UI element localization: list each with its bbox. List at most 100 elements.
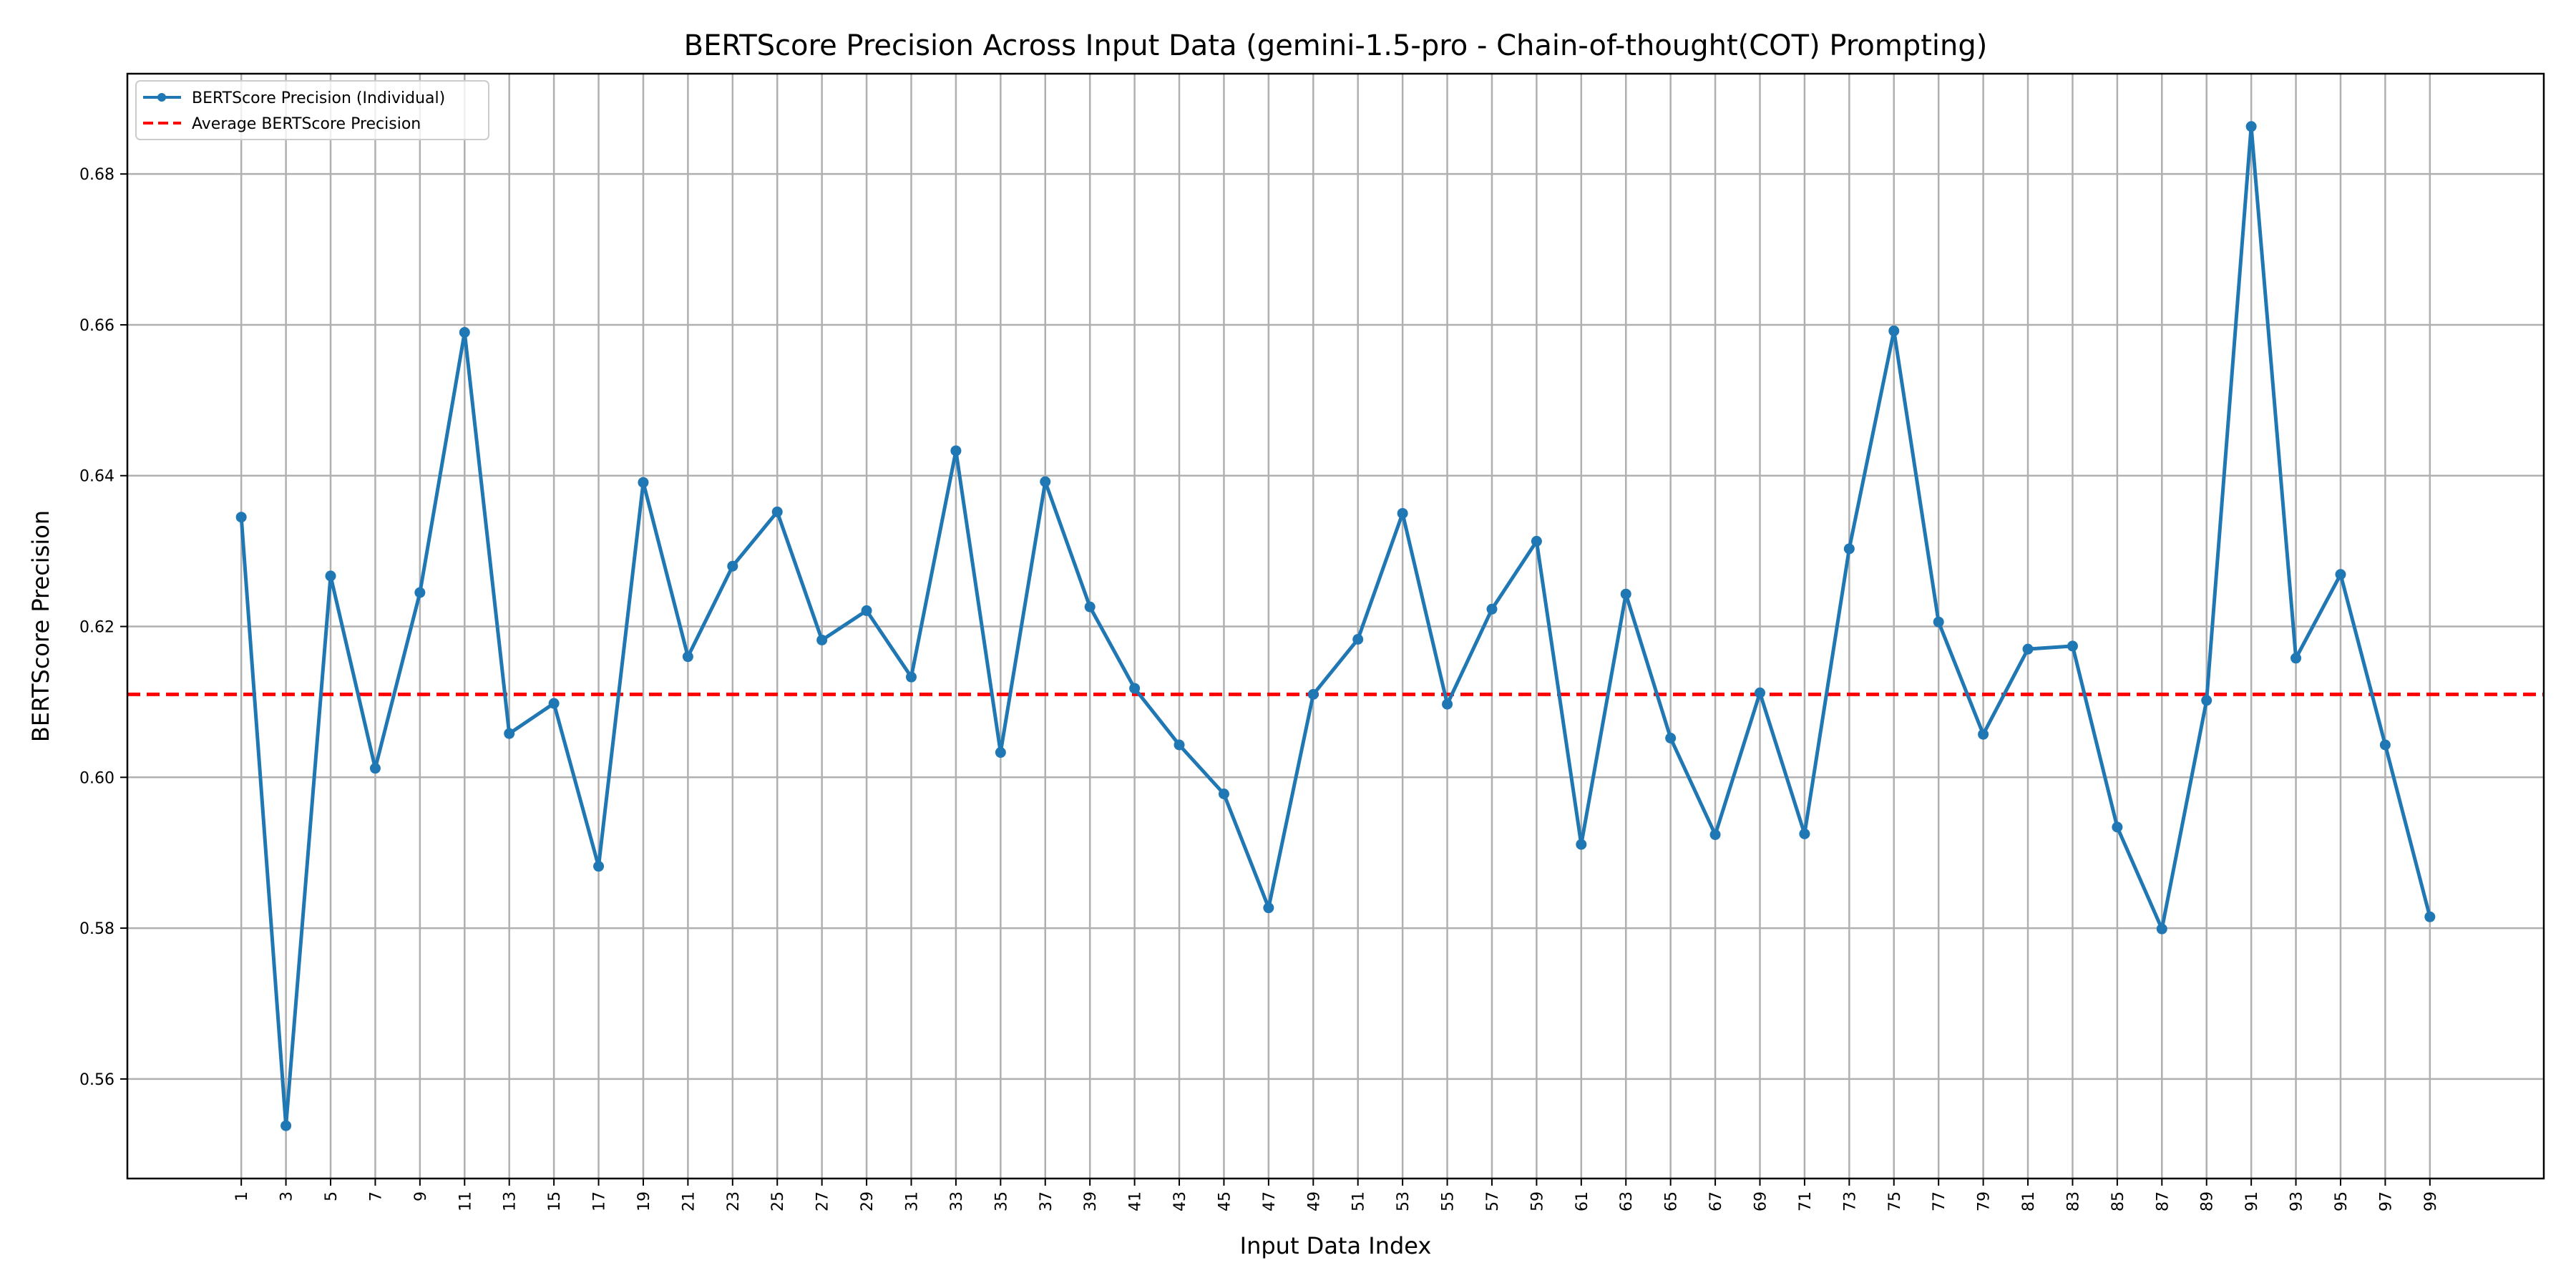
- x-tick-label: 99: [2422, 1191, 2440, 1211]
- data-point: [1978, 728, 1989, 740]
- x-tick-label: 51: [1350, 1191, 1368, 1211]
- data-point: [1442, 698, 1453, 710]
- data-point: [1620, 588, 1631, 600]
- legend-label-individual: BERTScore Precision (Individual): [192, 89, 445, 107]
- x-tick-label: 11: [457, 1191, 474, 1211]
- x-tick-label: 91: [2243, 1191, 2261, 1211]
- x-tick-label: 43: [1171, 1191, 1189, 1211]
- data-point: [905, 671, 917, 683]
- data-point: [1129, 683, 1141, 694]
- x-tick-label: 57: [1484, 1191, 1502, 1211]
- x-tick-label: 31: [903, 1191, 921, 1211]
- series-layer: [235, 121, 2436, 1131]
- x-tick-label: 97: [2377, 1191, 2395, 1211]
- data-point: [1397, 507, 1408, 519]
- x-tick-label: 69: [1752, 1191, 1770, 1211]
- y-tick-label: 0.58: [79, 920, 114, 938]
- y-tick-label: 0.68: [79, 166, 114, 184]
- data-point: [414, 587, 426, 598]
- data-point: [1084, 601, 1096, 613]
- data-point: [1888, 325, 1900, 336]
- data-point: [280, 1120, 292, 1131]
- data-point: [950, 445, 962, 457]
- data-point: [727, 560, 738, 572]
- data-point: [2201, 695, 2212, 706]
- data-point: [1531, 535, 1542, 547]
- data-point: [325, 570, 336, 582]
- x-tick-label: 1: [233, 1191, 251, 1201]
- x-tick-label: 49: [1305, 1191, 1323, 1211]
- x-tick-label: 81: [2020, 1191, 2038, 1211]
- x-tick-label: 47: [1261, 1191, 1279, 1211]
- data-point: [1933, 616, 1944, 628]
- x-tick-label: 79: [1976, 1191, 1994, 1211]
- data-point: [638, 477, 649, 488]
- data-point: [1352, 633, 1364, 645]
- y-tick-label: 0.64: [79, 468, 114, 486]
- x-tick-label: 87: [2154, 1191, 2172, 1211]
- data-point: [235, 512, 247, 523]
- grid-lines: [127, 74, 2544, 1179]
- series-line: [239, 125, 2432, 1128]
- x-tick-label: 7: [367, 1191, 385, 1201]
- x-tick-label: 55: [1440, 1191, 1458, 1211]
- x-tick-label: 39: [1082, 1191, 1100, 1211]
- data-point: [2245, 121, 2257, 132]
- data-point: [682, 651, 693, 663]
- x-tick-label: 95: [2333, 1191, 2351, 1211]
- x-tick-label: 61: [1574, 1191, 1591, 1211]
- x-tick-label: 21: [680, 1191, 698, 1211]
- x-tick-label: 67: [1707, 1191, 1725, 1211]
- data-point: [2335, 569, 2346, 580]
- x-tick-label: 13: [502, 1191, 519, 1211]
- x-tick-label: 41: [1127, 1191, 1145, 1211]
- x-tick-label: 45: [1216, 1191, 1234, 1211]
- data-point: [504, 728, 515, 739]
- x-tick-label: 73: [1841, 1191, 1859, 1211]
- x-tick-label: 5: [323, 1191, 341, 1201]
- data-point: [2156, 923, 2167, 935]
- data-point: [2424, 911, 2436, 922]
- x-tick-label: 25: [769, 1191, 787, 1211]
- data-point: [995, 747, 1006, 758]
- data-point: [771, 506, 783, 517]
- y-tick-label: 0.56: [79, 1071, 114, 1089]
- data-point: [459, 326, 470, 338]
- legend-box: [135, 80, 489, 140]
- x-tick-label: 53: [1395, 1191, 1413, 1211]
- x-tick-label: 75: [1886, 1191, 1904, 1211]
- x-tick-label: 3: [278, 1191, 296, 1201]
- data-point: [1307, 688, 1319, 700]
- y-axis-title: BERTScore Precision: [27, 510, 54, 742]
- data-point: [816, 634, 828, 645]
- data-point: [2379, 739, 2391, 751]
- data-point: [1755, 687, 1766, 698]
- x-tick-label: 17: [591, 1191, 609, 1211]
- data-point: [1486, 603, 1498, 615]
- data-point: [1040, 476, 1051, 487]
- x-axis-ticks: 1 3 5 7 9 11 13 15 17 19 21 23 25 27 29 31 33 35 37 39 41 43 4…: [233, 1179, 2440, 1211]
- data-point: [2067, 640, 2078, 652]
- x-tick-label: 35: [992, 1191, 1010, 1211]
- x-tick-label: 19: [635, 1191, 653, 1211]
- x-tick-label: 85: [2109, 1191, 2127, 1211]
- x-axis-title: Input Data Index: [1240, 1232, 1432, 1259]
- legend-label-average: Average BERTScore Precision: [192, 115, 421, 133]
- x-tick-label: 77: [1931, 1191, 1948, 1211]
- y-axis-ticks: 0.56 0.58 0.60 0.62 0.64 0.66 0.68: [79, 166, 127, 1089]
- x-tick-label: 83: [2064, 1191, 2082, 1211]
- x-tick-label: 29: [859, 1191, 877, 1211]
- y-tick-label: 0.60: [79, 769, 114, 787]
- data-point: [2290, 653, 2302, 664]
- x-tick-label: 9: [412, 1191, 430, 1201]
- data-point: [2112, 821, 2123, 833]
- x-tick-label: 59: [1528, 1191, 1546, 1211]
- x-tick-label: 33: [948, 1191, 966, 1211]
- x-tick-label: 15: [546, 1191, 564, 1211]
- data-point: [593, 861, 605, 872]
- x-tick-label: 37: [1038, 1191, 1055, 1211]
- data-point: [2022, 643, 2034, 655]
- x-tick-label: 65: [1663, 1191, 1681, 1211]
- x-tick-label: 63: [1618, 1191, 1636, 1211]
